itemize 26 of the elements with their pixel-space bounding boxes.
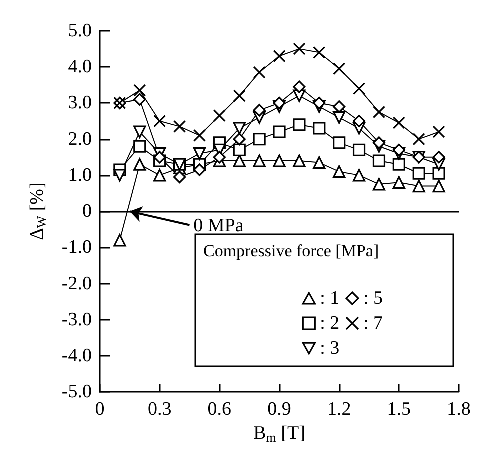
x-tick-label: 0.6: [208, 399, 232, 420]
annotation: 0 MPa: [194, 216, 244, 237]
x-tick-label: 1.8: [447, 399, 471, 420]
x-tick-label: 1.2: [327, 399, 352, 420]
y-tick-label: -5.0: [62, 382, 92, 403]
x-tick-label: 0: [95, 399, 105, 420]
legend-label: : 2: [320, 313, 340, 334]
legend-title: Compressive force [MPa]: [204, 242, 380, 260]
legend-label: : 1: [320, 288, 340, 309]
y-tick-label: -3.0: [62, 309, 92, 330]
legend-label: : 3: [320, 338, 340, 359]
y-tick-label: -2.0: [62, 273, 92, 294]
y-tick-label: 4.0: [68, 56, 92, 78]
y-tick-label: 3.0: [68, 92, 92, 114]
y-tick-label: -1.0: [62, 237, 92, 258]
legend-label: : 5: [363, 288, 383, 309]
y-axis-title: ΔW [%]: [27, 182, 49, 240]
y-tick-label: -4.0: [62, 345, 92, 366]
x-tick-label: 0.9: [268, 399, 292, 420]
legend-label: : 7: [363, 313, 383, 334]
y-tick-label: 1.0: [68, 164, 92, 186]
y-tick-label: 0: [82, 201, 92, 222]
y-tick-label: 2.0: [68, 128, 92, 150]
x-tick-label: 1.5: [387, 399, 412, 420]
y-tick-label: 5.0: [68, 20, 92, 42]
x-tick-label: 0.3: [148, 399, 172, 420]
